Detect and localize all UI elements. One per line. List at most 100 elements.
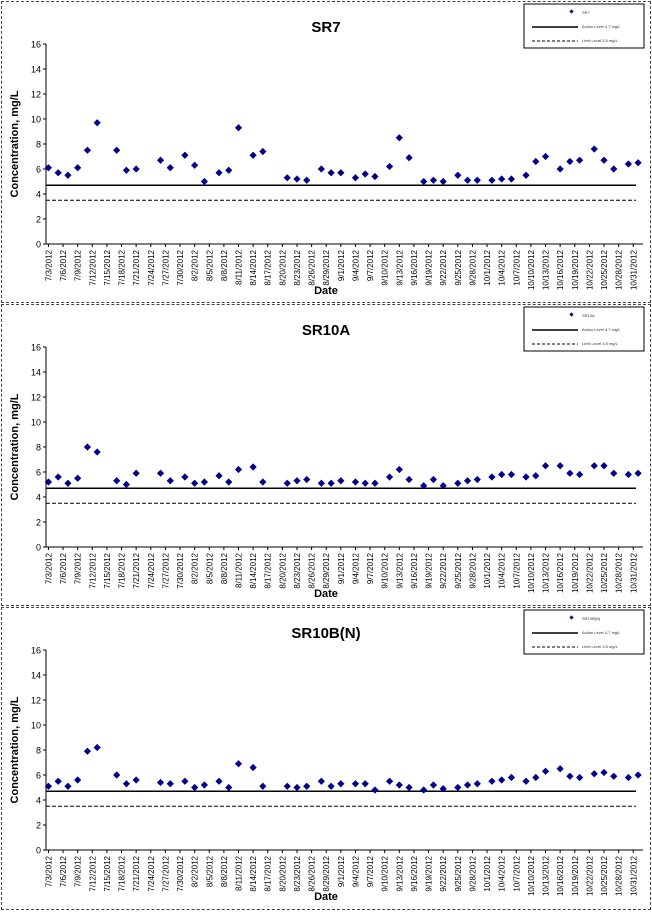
data-point xyxy=(454,783,462,792)
data-point xyxy=(624,160,632,168)
data-point xyxy=(429,475,438,484)
data-point xyxy=(522,171,530,179)
chart-panel-sr7: SR7 SR7 Action Level 4.7 mg/L Limit Level 3… xyxy=(1,1,651,303)
data-point xyxy=(215,472,223,480)
data-point xyxy=(385,777,394,785)
y-tick-label: 10 xyxy=(31,418,41,428)
x-tick-label: 9/16/2012 xyxy=(410,249,419,285)
data-point xyxy=(156,469,165,477)
legend-action-label: Action Level 4.7 mg/L xyxy=(582,24,621,29)
x-tick-label: 8/14/2012 xyxy=(249,552,258,588)
x-tick-label: 7/18/2012 xyxy=(118,249,127,285)
data-point xyxy=(74,164,82,172)
x-tick-label: 9/19/2012 xyxy=(425,855,434,891)
x-tick-label: 9/13/2012 xyxy=(395,855,404,891)
y-tick-label: 12 xyxy=(31,90,41,100)
data-point xyxy=(590,145,598,153)
data-point xyxy=(463,781,472,789)
x-tick-label: 9/19/2012 xyxy=(425,552,434,588)
data-point xyxy=(634,159,642,167)
x-tick-label: 10/7/2012 xyxy=(512,249,521,285)
y-tick-label: 16 xyxy=(31,343,41,353)
x-tick-label: 7/30/2012 xyxy=(176,249,185,285)
data-point xyxy=(385,473,394,481)
x-tick-label: 10/22/2012 xyxy=(585,552,594,593)
data-point xyxy=(371,786,379,794)
data-point xyxy=(395,781,403,789)
data-point xyxy=(439,482,447,490)
data-point xyxy=(234,465,243,474)
data-point xyxy=(83,747,92,755)
data-point xyxy=(634,469,642,477)
data-point xyxy=(454,479,462,487)
data-point xyxy=(303,475,311,484)
data-point xyxy=(522,777,530,785)
x-tick-label: 9/19/2012 xyxy=(425,249,434,285)
data-point xyxy=(371,172,379,181)
data-point xyxy=(283,479,291,487)
data-point xyxy=(351,174,360,182)
x-tick-label: 7/12/2012 xyxy=(88,249,97,285)
x-tick-label: 9/22/2012 xyxy=(439,552,448,588)
data-point xyxy=(566,469,574,477)
x-tick-label: 7/18/2012 xyxy=(118,855,127,891)
y-tick-label: 0 xyxy=(36,846,41,856)
x-tick-label: 7/15/2012 xyxy=(103,552,112,588)
data-point xyxy=(385,162,394,171)
x-tick-label: 8/20/2012 xyxy=(278,855,287,891)
data-point xyxy=(556,462,564,470)
data-point xyxy=(498,175,506,183)
x-tick-label: 8/5/2012 xyxy=(205,249,214,281)
data-point xyxy=(122,780,131,788)
data-point xyxy=(541,462,550,470)
x-tick-label: 9/16/2012 xyxy=(410,552,419,588)
y-axis-label: Concentration, mg/L xyxy=(9,393,21,500)
data-point xyxy=(64,782,72,790)
y-tick-label: 4 xyxy=(36,493,41,503)
x-tick-label: 7/15/2012 xyxy=(103,249,112,285)
data-point xyxy=(44,164,53,172)
data-point xyxy=(113,477,121,485)
y-tick-label: 4 xyxy=(36,796,41,806)
x-tick-label: 9/16/2012 xyxy=(410,855,419,891)
x-tick-label: 9/28/2012 xyxy=(468,249,477,285)
data-point xyxy=(156,778,165,787)
legend-series-label: SR10A xyxy=(582,313,595,318)
data-point xyxy=(624,470,632,479)
y-tick-label: 14 xyxy=(31,65,41,75)
x-tick-label: 10/31/2012 xyxy=(629,249,638,290)
x-tick-label: 10/28/2012 xyxy=(615,249,624,290)
x-tick-label: 8/8/2012 xyxy=(220,249,229,281)
data-point xyxy=(429,176,438,184)
chart-svg: SR7 SR7 Action Level 4.7 mg/L Limit Level 3… xyxy=(9,3,645,297)
x-tick-label: 9/7/2012 xyxy=(366,552,375,584)
data-point xyxy=(64,479,72,487)
x-tick-label: 8/23/2012 xyxy=(293,855,302,891)
data-point xyxy=(361,479,369,487)
y-axis-label: Concentration, mg/L xyxy=(9,696,21,803)
x-tick-label: 10/4/2012 xyxy=(498,249,507,285)
x-tick-label: 10/4/2012 xyxy=(498,552,507,588)
data-point xyxy=(576,470,584,479)
data-point xyxy=(532,472,540,480)
data-point xyxy=(283,782,291,790)
data-point xyxy=(317,479,325,487)
x-tick-label: 7/3/2012 xyxy=(44,249,53,281)
data-point xyxy=(200,478,208,486)
x-tick-label: 10/19/2012 xyxy=(571,855,580,896)
data-point xyxy=(234,760,243,768)
data-point xyxy=(405,475,413,484)
x-tick-label: 9/22/2012 xyxy=(439,855,448,891)
y-tick-label: 10 xyxy=(31,115,41,125)
x-tick-label: 9/7/2012 xyxy=(366,249,375,281)
data-point xyxy=(44,478,53,486)
data-point xyxy=(463,477,472,485)
data-point xyxy=(132,165,140,173)
data-point xyxy=(488,777,496,785)
chart-panel-sr10bn: SR10B(N) SR10B(N) Action Level 4.7 mg/L Lim… xyxy=(1,607,651,910)
data-point xyxy=(532,157,540,166)
x-tick-label: 7/21/2012 xyxy=(132,855,141,891)
x-tick-label: 10/25/2012 xyxy=(600,249,609,290)
y-tick-label: 0 xyxy=(36,543,41,553)
x-tick-label: 10/19/2012 xyxy=(571,249,580,290)
